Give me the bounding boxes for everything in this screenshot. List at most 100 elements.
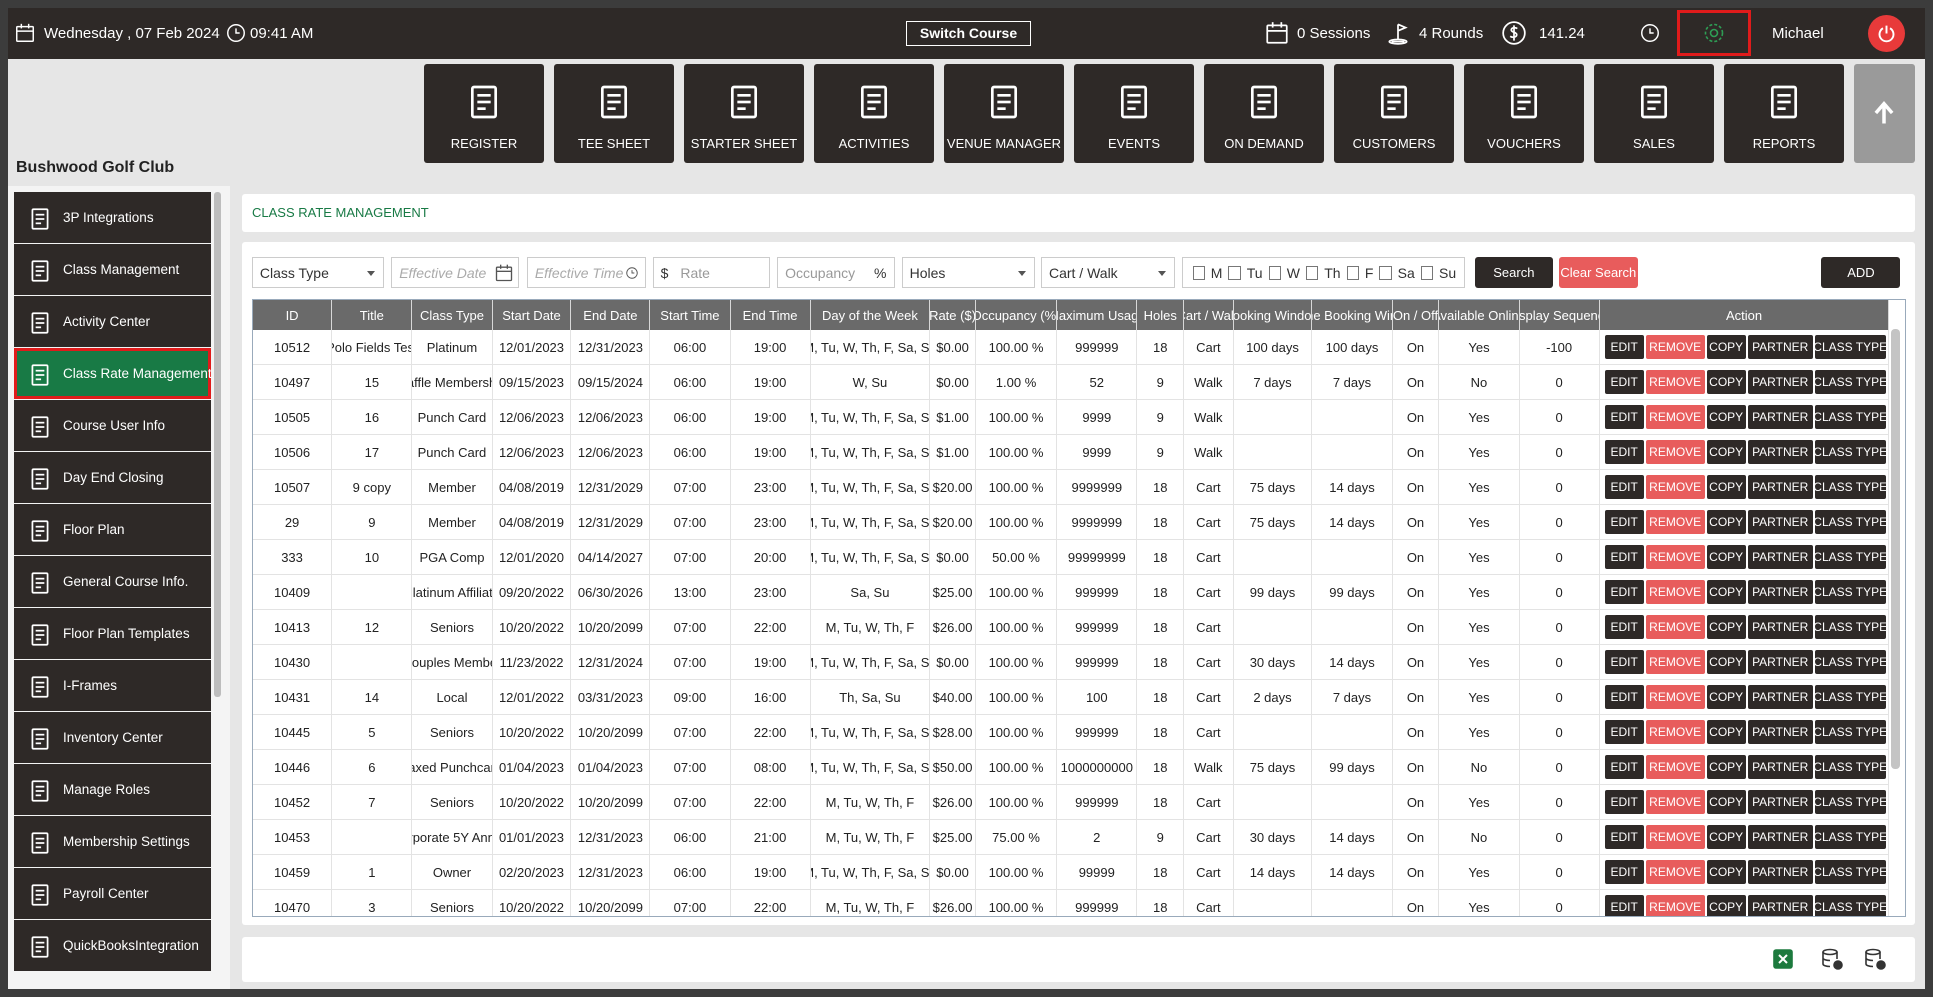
nav-tile[interactable]: VENUE MANAGER [944, 64, 1064, 163]
action-button[interactable]: EDIT [1604, 650, 1644, 674]
action-button[interactable]: REMOVE [1645, 755, 1705, 779]
action-button[interactable]: COPY [1706, 615, 1746, 639]
action-button[interactable]: CLASS TYPE [1813, 615, 1887, 639]
action-button[interactable]: CLASS TYPE [1813, 825, 1887, 849]
action-button[interactable]: REMOVE [1645, 685, 1705, 709]
action-button[interactable]: CLASS TYPE [1813, 370, 1887, 394]
action-button[interactable]: PARTNER [1747, 510, 1813, 534]
action-button[interactable]: PARTNER [1747, 405, 1813, 429]
action-button[interactable]: REMOVE [1645, 615, 1705, 639]
action-button[interactable]: EDIT [1604, 475, 1644, 499]
switch-course-button[interactable]: Switch Course [906, 21, 1031, 46]
action-button[interactable]: CLASS TYPE [1813, 545, 1887, 569]
action-button[interactable]: COPY [1706, 510, 1746, 534]
sidebar-item[interactable]: Day End Closing [14, 452, 211, 503]
occupancy-input[interactable]: Occupancy% [777, 257, 896, 288]
action-button[interactable]: CLASS TYPE [1813, 405, 1887, 429]
action-button[interactable]: COPY [1706, 860, 1746, 884]
action-button[interactable]: REMOVE [1645, 720, 1705, 744]
action-button[interactable]: PARTNER [1747, 720, 1813, 744]
action-button[interactable]: CLASS TYPE [1813, 580, 1887, 604]
action-button[interactable]: COPY [1706, 335, 1746, 359]
action-button[interactable]: CLASS TYPE [1813, 895, 1887, 916]
action-button[interactable]: REMOVE [1645, 475, 1705, 499]
action-button[interactable]: REMOVE [1645, 545, 1705, 569]
sidebar-item[interactable]: Class Rate Management [14, 348, 212, 399]
sidebar-item[interactable]: QuickBooksIntegration [14, 920, 211, 971]
action-button[interactable]: REMOVE [1645, 440, 1705, 464]
action-button[interactable]: EDIT [1604, 580, 1644, 604]
action-button[interactable]: CLASS TYPE [1813, 720, 1887, 744]
action-button[interactable]: CLASS TYPE [1813, 335, 1887, 359]
sidebar-item[interactable]: Floor Plan [14, 504, 211, 555]
action-button[interactable]: EDIT [1604, 755, 1644, 779]
action-button[interactable]: PARTNER [1747, 685, 1813, 709]
action-button[interactable]: COPY [1706, 895, 1746, 916]
nav-tile[interactable]: TEE SHEET [554, 64, 674, 163]
action-button[interactable]: COPY [1706, 475, 1746, 499]
day-checkbox[interactable] [1420, 265, 1434, 280]
day-checkbox[interactable] [1379, 265, 1392, 280]
action-button[interactable]: PARTNER [1747, 650, 1813, 674]
action-button[interactable]: PARTNER [1747, 545, 1813, 569]
action-button[interactable]: REMOVE [1645, 650, 1705, 674]
action-button[interactable]: EDIT [1604, 825, 1644, 849]
sidebar-item[interactable]: Membership Settings [14, 816, 211, 867]
sidebar-item[interactable]: Course User Info [14, 400, 211, 451]
action-button[interactable]: PARTNER [1747, 335, 1813, 359]
action-button[interactable]: REMOVE [1645, 335, 1705, 359]
action-button[interactable]: CLASS TYPE [1813, 440, 1887, 464]
action-button[interactable]: PARTNER [1747, 440, 1813, 464]
cart-walk-select[interactable]: Cart / Walk [1040, 257, 1176, 288]
sidebar-item[interactable]: Inventory Center [14, 712, 211, 763]
action-button[interactable]: CLASS TYPE [1813, 475, 1887, 499]
nav-tile[interactable]: ON DEMAND [1204, 64, 1324, 163]
action-button[interactable]: CLASS TYPE [1813, 790, 1887, 814]
effective-time-input[interactable]: Effective Time [526, 257, 647, 288]
add-button[interactable]: ADD [1821, 257, 1901, 288]
nav-tile[interactable]: STARTER SHEET [684, 64, 804, 163]
settings-highlight[interactable] [1677, 10, 1751, 56]
sidebar-item[interactable]: Payroll Center [14, 868, 211, 919]
effective-date-input[interactable]: Effective Date [391, 257, 520, 288]
action-button[interactable]: PARTNER [1747, 825, 1813, 849]
sidebar-item[interactable]: I-Frames [14, 660, 211, 711]
action-button[interactable]: EDIT [1604, 860, 1644, 884]
sidebar-item[interactable]: 3P Integrations [14, 192, 211, 243]
day-checkbox[interactable] [1192, 265, 1205, 280]
action-button[interactable]: REMOVE [1645, 510, 1705, 534]
nav-tile[interactable]: REGISTER [424, 64, 544, 163]
day-checkbox[interactable] [1228, 265, 1241, 280]
sidebar-item[interactable]: Activity Center [14, 296, 211, 347]
nav-tile[interactable]: SALES [1594, 64, 1714, 163]
action-button[interactable]: PARTNER [1747, 615, 1813, 639]
action-button[interactable]: COPY [1706, 405, 1746, 429]
action-button[interactable]: COPY [1706, 650, 1746, 674]
day-checkbox[interactable] [1306, 265, 1319, 280]
action-button[interactable]: COPY [1706, 755, 1746, 779]
action-button[interactable]: EDIT [1604, 790, 1644, 814]
action-button[interactable]: COPY [1706, 580, 1746, 604]
action-button[interactable]: COPY [1706, 370, 1746, 394]
action-button[interactable]: REMOVE [1645, 370, 1705, 394]
day-checkbox[interactable] [1346, 265, 1359, 280]
action-button[interactable]: EDIT [1604, 615, 1644, 639]
action-button[interactable]: PARTNER [1747, 580, 1813, 604]
day-checkbox[interactable] [1268, 265, 1281, 280]
action-button[interactable]: REMOVE [1645, 860, 1705, 884]
rate-input[interactable]: $ Rate [652, 257, 770, 288]
action-button[interactable]: COPY [1706, 790, 1746, 814]
action-button[interactable]: CLASS TYPE [1813, 510, 1887, 534]
action-button[interactable]: PARTNER [1747, 860, 1813, 884]
nav-tile[interactable]: VOUCHERS [1464, 64, 1584, 163]
power-button[interactable] [1868, 15, 1905, 52]
action-button[interactable]: EDIT [1604, 405, 1644, 429]
action-button[interactable]: REMOVE [1645, 580, 1705, 604]
action-button[interactable]: COPY [1706, 825, 1746, 849]
nav-tile[interactable]: EVENTS [1074, 64, 1194, 163]
action-button[interactable]: EDIT [1604, 370, 1644, 394]
action-button[interactable]: CLASS TYPE [1813, 650, 1887, 674]
action-button[interactable]: CLASS TYPE [1813, 860, 1887, 884]
action-button[interactable]: REMOVE [1645, 405, 1705, 429]
scroll-top-button[interactable] [1854, 64, 1915, 163]
